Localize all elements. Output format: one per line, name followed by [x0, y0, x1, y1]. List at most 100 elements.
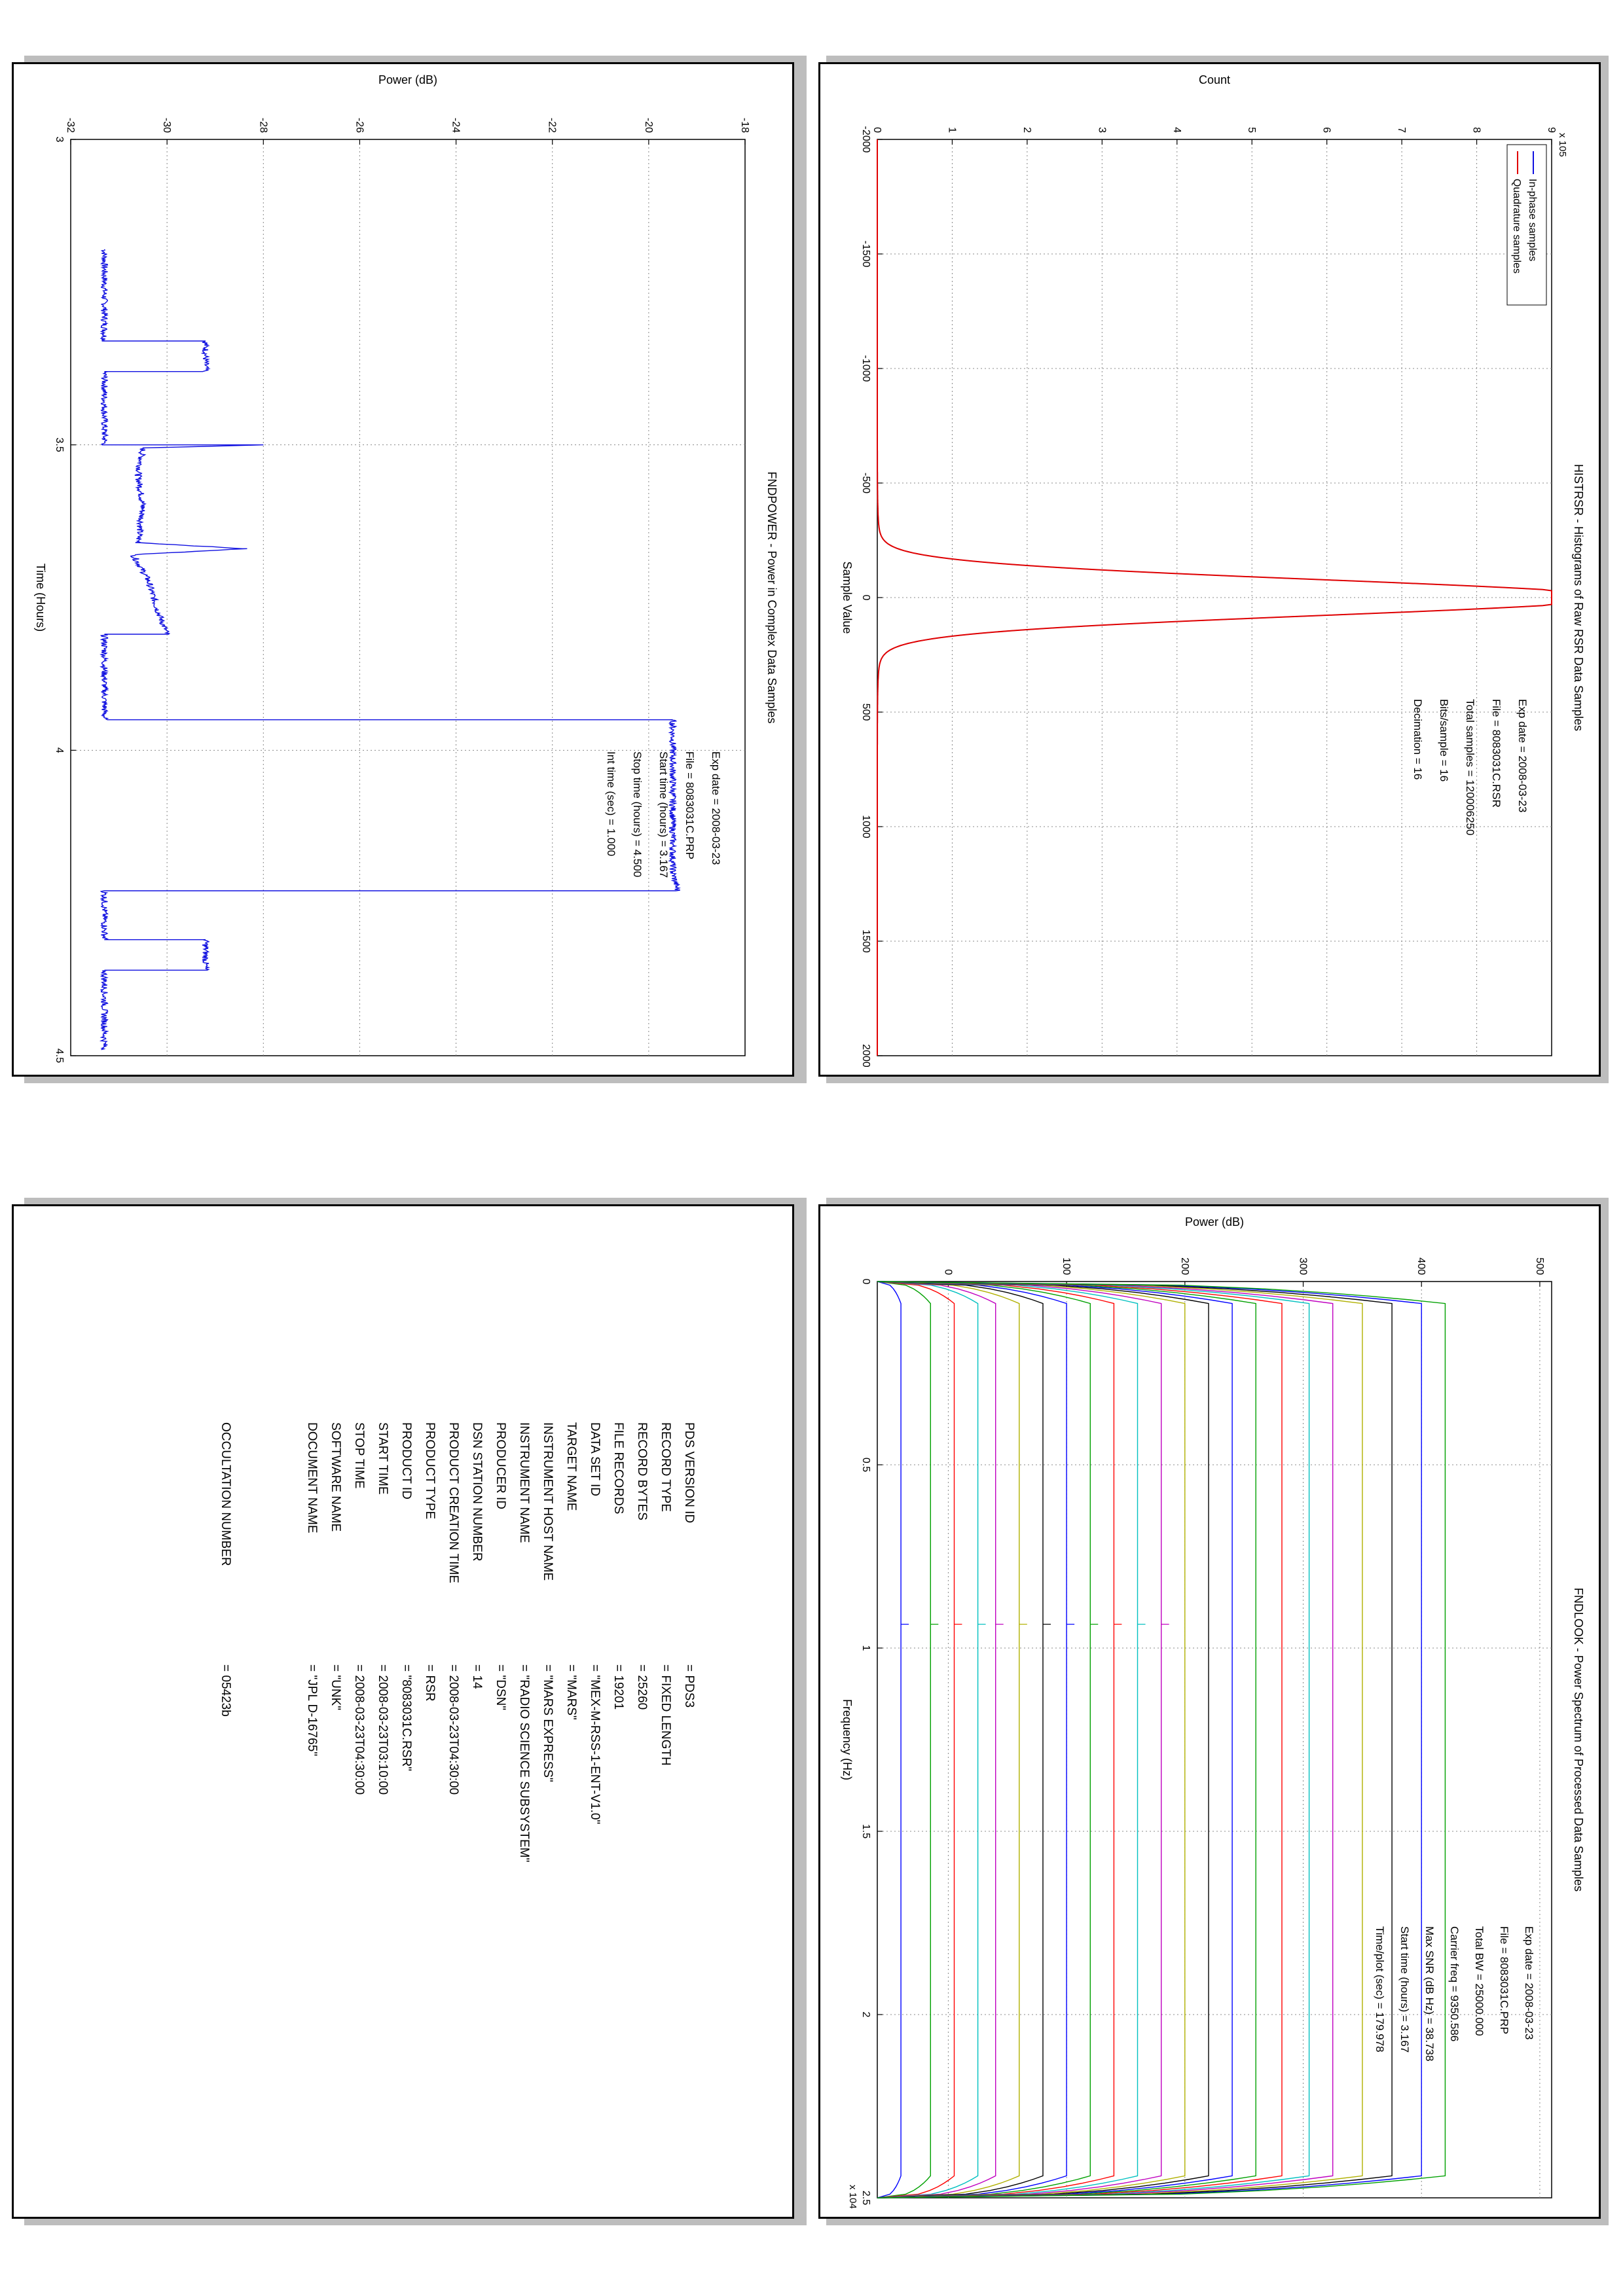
fndlook-info-line: Carrier freq = 9350.586 [1448, 1926, 1461, 2041]
pds-label-key: OCCULTATION NUMBER [219, 1422, 232, 1566]
fndlook-series-line [877, 1281, 902, 2198]
histrsr-y-tick-label: 6 [1321, 127, 1332, 133]
pds-label-key: STOP TIME [352, 1422, 366, 1489]
fndlook-title: FNDLOOK - Power Spectrum of Processed Da… [1572, 1588, 1585, 1892]
fndlook-x-tick-label: 2.5 [860, 2191, 871, 2205]
fndpower-x-tick-label: 3 [54, 137, 65, 143]
histrsr-x-tick-label: -500 [860, 473, 871, 493]
fndpower-y-tick-label: -28 [257, 118, 268, 133]
pds-label-value: = 2008-03-23T03:10:00 [376, 1664, 390, 1795]
fndlook-series-line [877, 1281, 1020, 2198]
fndlook-panel: 0 0.5 1 1.5 2 2.5 0 100 200 300 400 500 FNDLOOK - Po… [818, 1204, 1601, 2219]
fndlook-series-line [877, 1281, 1283, 2198]
pds-label-value: = "MEX-M-RSS-1-ENT-V1.0" [588, 1664, 602, 1825]
fndlook-series-line [877, 1281, 979, 2198]
fndpower-info-line: Start time (hours) = 3.167 [657, 751, 670, 878]
fndpower-xlabel: Time (Hours) [34, 564, 47, 632]
fndlook-y-tick-label: 100 [1061, 1257, 1072, 1275]
fndpower-info-line: Int time (sec) = 1.000 [605, 751, 617, 856]
histrsr-y-tick-label: 9 [1546, 127, 1557, 133]
pds-label-value: = "RADIO SCIENCE SUBSYSTEM" [517, 1664, 531, 1863]
fndpower-plot-frame [70, 139, 746, 1056]
pds-label-key: DOCUMENT NAME [305, 1422, 319, 1534]
fndlook-y-tick-label: 200 [1179, 1257, 1190, 1275]
fndlook-x-tick-label: 0.5 [860, 1458, 871, 1472]
fndpower-x-tick-label: 4.5 [54, 1049, 65, 1063]
histrsr-panel: -2000 -1500 -1000 -500 0 500 1000 1500 2000 0 1 2 3 4… [818, 62, 1601, 1077]
histrsr-y-tick-label: 1 [946, 127, 957, 133]
pds-label-key: PRODUCER ID [494, 1422, 507, 1510]
pds-label-key: TARGET NAME [564, 1422, 578, 1511]
pds-label-key: SOFTWARE NAME [329, 1422, 342, 1532]
fndlook-series-line [877, 1281, 1186, 2198]
pds-label-key: DSN STATION NUMBER [470, 1422, 484, 1562]
histrsr-info-line: Exp date = 2008-03-23 [1516, 699, 1529, 812]
fndlook-series-line [877, 1281, 955, 2198]
histrsr-y-tick-label: 8 [1471, 127, 1482, 133]
fndlook-rotated-canvas: 0 0.5 1 1.5 2 2.5 0 100 200 300 400 500 FNDLOOK - Po… [820, 1206, 1614, 2209]
fndpower-y-tick-label: -20 [643, 118, 654, 133]
fndlook-series-line [877, 1281, 932, 2198]
fndpower-info-line: Stop time (hours) = 4.500 [631, 751, 644, 877]
pds-label-key: PRODUCT ID [399, 1422, 413, 1499]
fndpower-info-line: Exp date = 2008-03-23 [710, 751, 722, 865]
pds-label-key: INSTRUMENT NAME [517, 1422, 531, 1543]
fndlook-series-line [877, 1281, 996, 2198]
pds-label-key: FILE RECORDS [611, 1422, 625, 1515]
pds-label-key: PDS VERSION ID [682, 1422, 696, 1524]
fndlook-series-line [877, 1281, 1139, 2198]
fndlook-info-line: Max SNR (dB Hz) = 38.738 [1423, 1926, 1436, 2061]
fndlook-series-line [877, 1281, 1256, 2198]
histrsr-x-tick-label: -1000 [860, 355, 871, 382]
histrsr-info-line: Total samples = 120006250 [1464, 699, 1476, 835]
pds-label-value: = 19201 [611, 1664, 625, 1710]
pds-label-value: = "UNK" [329, 1664, 342, 1710]
fndpower-title: FNDPOWER - Power in Complex Data Samples [765, 471, 778, 723]
fndlook-series-line [877, 1281, 1115, 2198]
fndlook-series-line [877, 1281, 1091, 2198]
pds-label-key: RECORD BYTES [635, 1422, 649, 1520]
fndlook-y-tick-label: 300 [1298, 1257, 1309, 1275]
pds-label-value: = PDS3 [682, 1664, 696, 1708]
fndpower-x-tick-label: 4 [54, 747, 65, 753]
pds-label-panel: PDS VERSION ID = PDS3 RECORD TYPE = FIXED L… [12, 1204, 794, 2219]
fndlook-x-tick-label: 0 [860, 1279, 871, 1285]
fndpower-rotated-canvas: 3 3.5 4 4.5 -32 -30 -28 -26 -24 -22 -20 -18 FNDPOWER… [14, 64, 807, 1067]
pds-label-key: INSTRUMENT HOST NAME [541, 1422, 555, 1581]
histrsr-info-line: Decimation = 16 [1412, 699, 1424, 780]
fndlook-info-line: Total BW = 25000.000 [1473, 1926, 1486, 2036]
fndlook-series-line [877, 1281, 1310, 2198]
fndlook-series-line [877, 1281, 1422, 2198]
histrsr-info-line: File = 8083031C.RSR [1490, 699, 1503, 808]
fndpower-y-tick-label: -22 [547, 118, 558, 133]
histrsr-title: HISTRSR - Histograms of Raw RSR Data Sam… [1572, 464, 1585, 731]
fndlook-chart: 0 0.5 1 1.5 2 2.5 0 100 200 300 400 500 FNDLOOK - Po… [841, 1215, 1585, 2209]
fndlook-x-tick-label: 2 [860, 2012, 871, 2018]
histrsr-plot-frame [877, 139, 1552, 1056]
histrsr-y-tick-label: 5 [1246, 127, 1257, 133]
fndlook-info-line: File = 8083031C.PRP [1498, 1926, 1510, 2034]
fndpower-y-tick-label: -26 [354, 118, 365, 133]
histrsr-y-multiplier: x 105 [1557, 133, 1568, 157]
histrsr-x-tick-label: 2000 [860, 1044, 871, 1067]
fndlook-info-line: Time/plot (sec) = 179.978 [1374, 1926, 1386, 2053]
histrsr-y-tick-label: 4 [1171, 127, 1182, 133]
fndpower-y-tick-label: -18 [739, 118, 750, 133]
fndlook-series-line [877, 1281, 1044, 2198]
fndlook-y-tick-label: 400 [1415, 1257, 1427, 1275]
histrsr-ylabel: Count [1199, 73, 1230, 86]
pds-label-key: DATA SET ID [588, 1422, 602, 1496]
histrsr-y-tick-label: 7 [1396, 127, 1407, 133]
pds-label-rotated-canvas: PDS VERSION ID = PDS3 RECORD TYPE = FIXED L… [14, 1206, 807, 2209]
histrsr-x-tick-label: -2000 [860, 126, 871, 153]
histrsr-y-tick-label: 3 [1096, 127, 1107, 133]
pds-label-value: = "8083031C.RSR" [399, 1664, 413, 1771]
fndpower-info-line: File = 8083031C.PRP [684, 751, 696, 859]
histrsr-chart: -2000 -1500 -1000 -500 0 500 1000 1500 2000 0 1 2 3 4… [841, 73, 1585, 1067]
fndlook-series-line [877, 1281, 1209, 2198]
pds-label-value: = "MARS EXPRESS" [541, 1664, 555, 1782]
fndlook-ylabel: Power (dB) [1185, 1215, 1244, 1229]
histrsr-x-tick-label: 500 [860, 704, 871, 721]
pds-label-value: = 05423b [219, 1664, 232, 1717]
histrsr-y-tick-label: 0 [871, 127, 883, 133]
